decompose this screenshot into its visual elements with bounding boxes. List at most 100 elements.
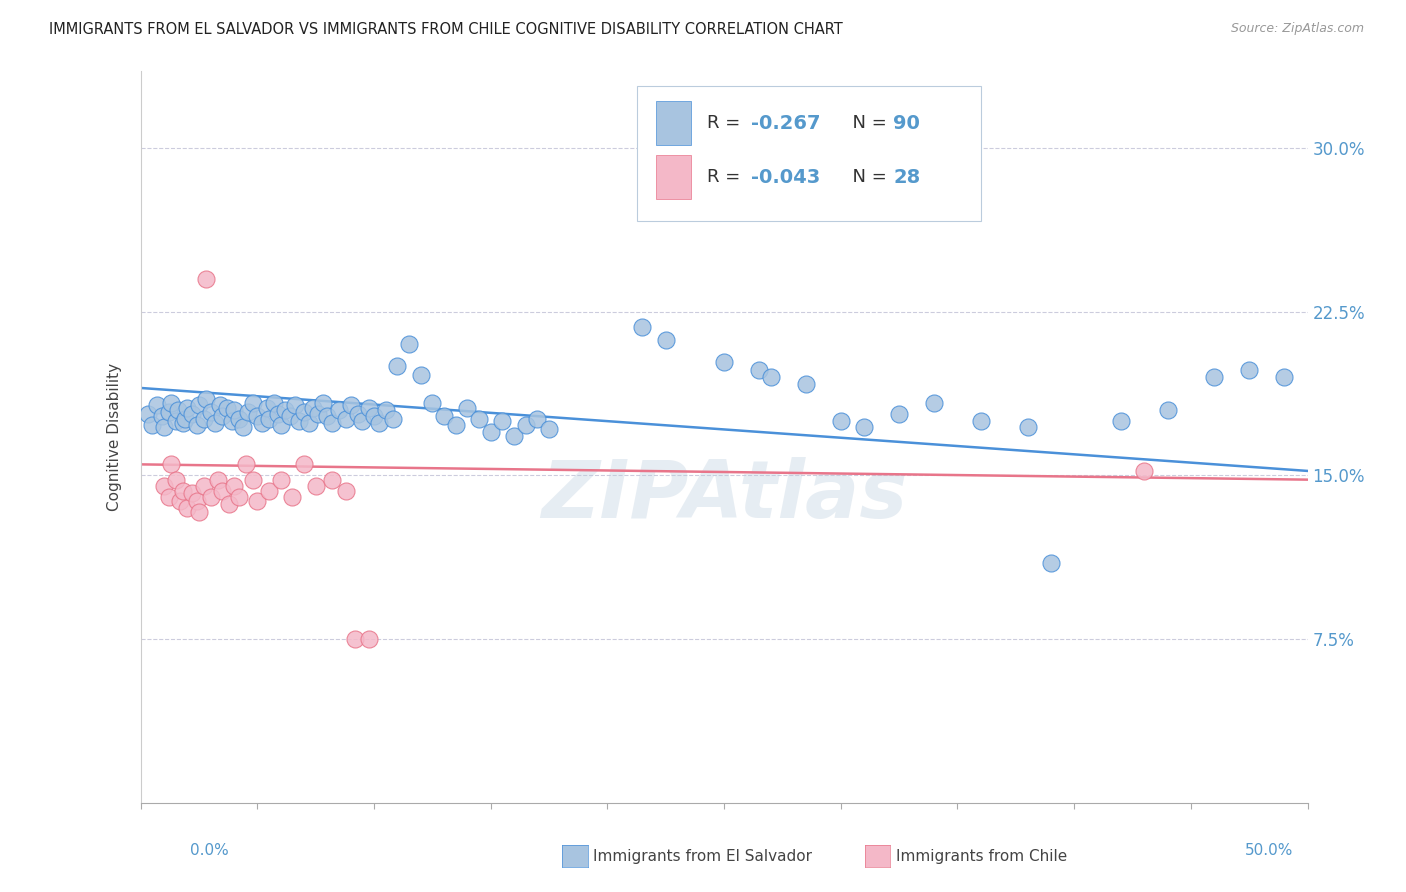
Point bbox=[422, 396, 444, 410]
Point bbox=[228, 411, 250, 425]
Point bbox=[235, 458, 257, 472]
Text: 50.0%: 50.0% bbox=[1246, 843, 1294, 858]
Point bbox=[176, 501, 198, 516]
Point bbox=[236, 405, 259, 419]
Point bbox=[157, 405, 180, 419]
Point bbox=[689, 152, 711, 166]
Point bbox=[1156, 402, 1178, 417]
Point bbox=[1109, 414, 1132, 428]
Point bbox=[444, 418, 467, 433]
Point bbox=[188, 505, 211, 519]
Point bbox=[335, 483, 357, 498]
Point bbox=[204, 416, 226, 430]
Point bbox=[344, 632, 367, 646]
Point bbox=[211, 483, 233, 498]
Point bbox=[1017, 420, 1039, 434]
Text: -0.267: -0.267 bbox=[751, 114, 821, 133]
Point bbox=[257, 411, 280, 425]
Point bbox=[172, 483, 194, 498]
Text: N =: N = bbox=[841, 114, 893, 132]
Point bbox=[970, 414, 993, 428]
Text: R =: R = bbox=[707, 169, 745, 186]
Point bbox=[270, 418, 292, 433]
Point bbox=[655, 333, 678, 347]
Point bbox=[284, 399, 307, 413]
Point bbox=[146, 399, 169, 413]
Point bbox=[250, 416, 273, 430]
Text: IMMIGRANTS FROM EL SALVADOR VS IMMIGRANTS FROM CHILE COGNITIVE DISABILITY CORREL: IMMIGRANTS FROM EL SALVADOR VS IMMIGRANT… bbox=[49, 22, 844, 37]
Point bbox=[468, 411, 491, 425]
Point bbox=[157, 490, 180, 504]
Point bbox=[433, 409, 456, 424]
FancyBboxPatch shape bbox=[657, 101, 692, 145]
Point bbox=[889, 407, 911, 421]
Point bbox=[335, 411, 357, 425]
Point bbox=[218, 497, 240, 511]
Text: Source: ZipAtlas.com: Source: ZipAtlas.com bbox=[1230, 22, 1364, 36]
Point bbox=[526, 411, 548, 425]
Point bbox=[263, 396, 285, 410]
Point bbox=[321, 416, 343, 430]
Point bbox=[186, 494, 208, 508]
Point bbox=[316, 409, 339, 424]
Point bbox=[256, 401, 278, 415]
Point bbox=[153, 420, 176, 434]
Point bbox=[491, 414, 513, 428]
Point bbox=[222, 402, 245, 417]
Point bbox=[298, 416, 321, 430]
Point bbox=[242, 396, 264, 410]
Point bbox=[853, 420, 876, 434]
Point bbox=[232, 420, 254, 434]
Point bbox=[922, 396, 945, 410]
Point bbox=[153, 479, 176, 493]
Point bbox=[274, 402, 297, 417]
Point bbox=[398, 337, 420, 351]
Point bbox=[207, 473, 229, 487]
Text: N =: N = bbox=[841, 169, 893, 186]
Point bbox=[328, 402, 350, 417]
Point bbox=[363, 409, 385, 424]
Text: 28: 28 bbox=[893, 168, 921, 187]
Point bbox=[1133, 464, 1156, 478]
Point bbox=[515, 418, 537, 433]
Point bbox=[292, 405, 315, 419]
Point bbox=[193, 411, 215, 425]
Point bbox=[165, 414, 187, 428]
Point bbox=[246, 409, 269, 424]
Point bbox=[222, 479, 245, 493]
Point bbox=[150, 409, 173, 424]
Point bbox=[211, 409, 233, 424]
FancyBboxPatch shape bbox=[637, 86, 981, 221]
Point bbox=[200, 405, 222, 419]
Point bbox=[242, 473, 264, 487]
Point bbox=[169, 494, 191, 508]
Point bbox=[537, 422, 560, 436]
Point bbox=[352, 414, 374, 428]
Point bbox=[208, 399, 231, 413]
Text: -0.043: -0.043 bbox=[751, 168, 820, 187]
Point bbox=[288, 414, 311, 428]
Point bbox=[281, 490, 304, 504]
Point bbox=[409, 368, 432, 382]
Point bbox=[165, 473, 187, 487]
Point bbox=[292, 458, 315, 472]
Point bbox=[479, 425, 502, 439]
Point bbox=[830, 414, 852, 428]
Point bbox=[374, 402, 396, 417]
Point bbox=[346, 407, 368, 421]
Point bbox=[387, 359, 409, 373]
Point bbox=[278, 409, 301, 424]
Point bbox=[160, 458, 183, 472]
Point bbox=[194, 272, 217, 286]
Point bbox=[503, 429, 526, 443]
Point bbox=[215, 401, 238, 415]
Point bbox=[1239, 363, 1261, 377]
Point bbox=[381, 411, 404, 425]
Text: ZIPAtlas: ZIPAtlas bbox=[541, 457, 907, 534]
Point bbox=[221, 414, 243, 428]
Point bbox=[339, 399, 361, 413]
Text: R =: R = bbox=[707, 114, 745, 132]
Point bbox=[367, 416, 389, 430]
Point bbox=[759, 370, 782, 384]
Point bbox=[176, 401, 198, 415]
